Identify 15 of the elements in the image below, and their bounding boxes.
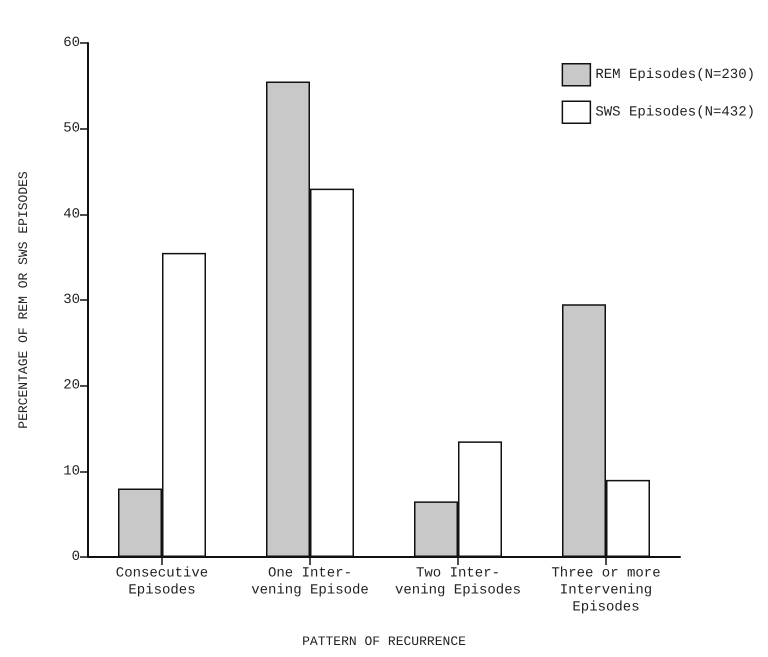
legend-label: SWS Episodes(N=432) bbox=[595, 104, 756, 120]
y-tick-label: 50 bbox=[63, 120, 80, 137]
x-tick-label: Two Inter- vening Episodes bbox=[394, 566, 522, 598]
y-tick-label: 40 bbox=[63, 206, 80, 222]
x-tick-label: Consecutive Episodes bbox=[116, 566, 208, 598]
y-tick-label: 20 bbox=[63, 378, 80, 394]
y-tick-label: 30 bbox=[63, 292, 80, 308]
y-axis-title: PERCENTAGE OF REM OR SWS EPISODES bbox=[16, 171, 31, 429]
y-tick-label: 10 bbox=[63, 463, 80, 480]
x-tick-label: Three or more Intervening Episodes bbox=[551, 566, 661, 616]
x-axis-title: PATTERN OF RECURRENCE bbox=[302, 634, 466, 649]
y-tick-label: 0 bbox=[72, 549, 80, 565]
x-tick-label: One Inter- vening Episode bbox=[251, 566, 369, 598]
y-tick-label: 60 bbox=[63, 35, 80, 51]
legend-label: REM Episodes(N=230) bbox=[595, 66, 756, 83]
